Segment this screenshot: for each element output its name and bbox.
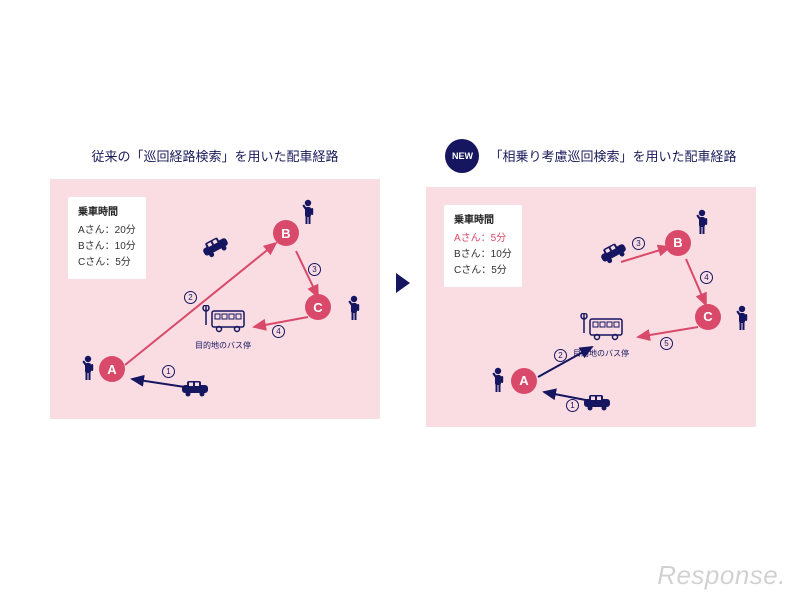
node-b: B: [273, 220, 299, 246]
separator-arrow-icon: [396, 273, 410, 293]
new-badge: NEW: [445, 139, 479, 173]
info-box: 乗車時間 Aさん：20分Bさん：10分Cさん：5分: [68, 197, 146, 279]
car-icon: [180, 379, 210, 402]
person-icon: [80, 355, 96, 386]
main-container: 従来の「巡回経路検索」を用いた配車経路 乗車時間Aさん：20分Bさん：10分Cさ…: [0, 0, 806, 605]
infobox-header: 乗車時間: [78, 205, 136, 221]
car-icon: [200, 237, 230, 260]
bus-label: 目的地のバス停: [195, 340, 251, 351]
info-box: 乗車時間 Aさん：5分Bさん：10分Cさん：5分: [444, 205, 522, 287]
infobox-row: Bさん：10分: [454, 247, 512, 263]
person-icon: [734, 305, 750, 336]
step-circle: 2: [184, 291, 197, 304]
panel-left: 従来の「巡回経路検索」を用いた配車経路 乗車時間 Aさん：20分Bさん：10分Cさ…: [50, 146, 380, 419]
person-icon: [346, 295, 362, 326]
panel-right: NEW 「相乗り考慮巡回検索」を用いた配車経路 乗車時間 Aさん：5分Bさん：10…: [426, 139, 756, 427]
title-text: 従来の「巡回経路検索」を用いた配車経路: [91, 146, 338, 165]
node-a: A: [511, 368, 537, 394]
node-c: C: [305, 294, 331, 320]
title-suffix: 」を用いた配車経路: [620, 149, 737, 164]
person-icon: [300, 199, 316, 230]
infobox-row: Cさん：5分: [78, 255, 136, 271]
title-emph: 巡回経路検索: [143, 149, 221, 164]
bus-label: 目的地のバス停: [573, 348, 629, 359]
step-circle: 5: [660, 337, 673, 350]
car-icon: [598, 243, 628, 266]
panel-left-title: 従来の「巡回経路検索」を用いた配車経路: [91, 146, 338, 165]
node-b: B: [665, 230, 691, 256]
title-prefix: 「: [489, 149, 502, 164]
step-circle: 3: [308, 263, 321, 276]
destination-bus-stop: 目的地のバス停: [195, 305, 251, 351]
panel-right-title: NEW 「相乗り考慮巡回検索」を用いた配車経路: [445, 139, 736, 173]
bus-icon: [578, 328, 624, 345]
person-icon: [694, 209, 710, 240]
step-circle: 2: [554, 349, 567, 362]
diagram-left: 乗車時間 Aさん：20分Bさん：10分Cさん：5分 1 2 3 4 目的地のバス停 A B C: [50, 179, 380, 419]
step-circle: 4: [700, 271, 713, 284]
watermark: Response.: [657, 560, 786, 591]
title-emph: 相乗り考慮巡回検索: [502, 149, 619, 164]
title-prefix: 従来の「: [91, 149, 143, 164]
step-circle: 1: [162, 365, 175, 378]
bus-icon: [200, 320, 246, 337]
infobox-row: Aさん：5分: [454, 231, 512, 247]
title-text: 「相乗り考慮巡回検索」を用いた配車経路: [489, 146, 736, 165]
infobox-header: 乗車時間: [454, 213, 512, 229]
car-icon: [582, 393, 612, 416]
destination-bus-stop: 目的地のバス停: [573, 313, 629, 359]
diagram-right: 乗車時間 Aさん：5分Bさん：10分Cさん：5分 1 2 3 4 5 目的地のバス停 A B C: [426, 187, 756, 427]
step-circle: 4: [272, 325, 285, 338]
node-c: C: [695, 304, 721, 330]
step-circle: 1: [566, 399, 579, 412]
infobox-row: Bさん：10分: [78, 239, 136, 255]
person-icon: [490, 367, 506, 398]
node-a: A: [99, 356, 125, 382]
title-suffix: 」を用いた配車経路: [222, 149, 339, 164]
step-circle: 3: [632, 237, 645, 250]
infobox-row: Cさん：5分: [454, 263, 512, 279]
infobox-row: Aさん：20分: [78, 223, 136, 239]
